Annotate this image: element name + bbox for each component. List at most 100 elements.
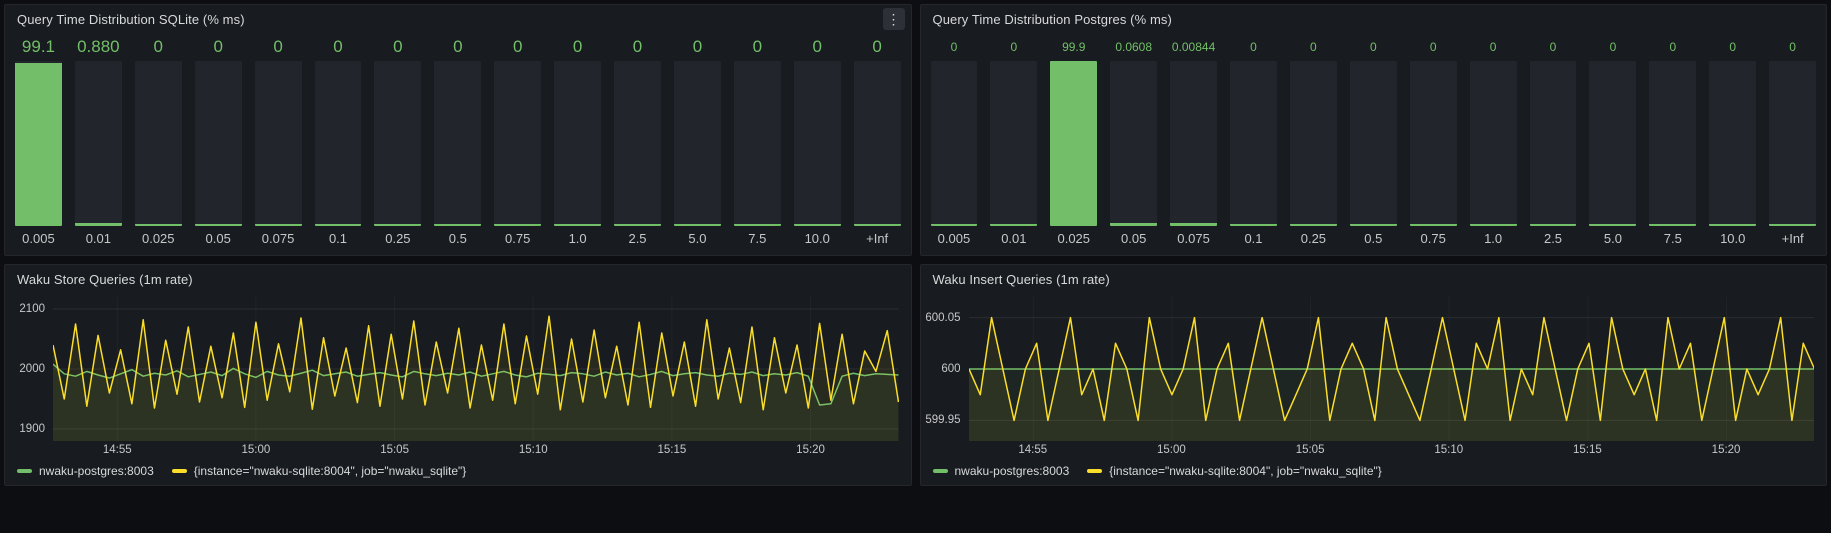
bar [853, 61, 901, 226]
chart-area: 599.95 600 600.05 [921, 293, 1827, 441]
bar [1469, 61, 1517, 226]
bar-bucket-label: 1.0 [1484, 230, 1503, 246]
y-axis-label: 2000 [19, 363, 45, 375]
bar-fill [1110, 223, 1158, 226]
histogram-column: 0 5.0 [673, 33, 721, 250]
grafana-dashboard: Query Time Distribution SQLite (% ms) ⋮ … [4, 4, 1827, 486]
bar-bucket-label: 0.75 [1420, 230, 1446, 246]
x-axis-label: 15:15 [1573, 444, 1602, 456]
plot-region[interactable] [53, 297, 899, 441]
histogram-column: 0 0.75 [1409, 33, 1457, 250]
bar-fill [134, 224, 182, 226]
bar [374, 61, 422, 226]
panel-title[interactable]: Waku Insert Queries (1m rate) [932, 271, 1110, 287]
bar [1349, 61, 1397, 226]
series-color-marker [932, 469, 948, 473]
bar-fill [673, 224, 721, 226]
panel-insert-queries: Waku Insert Queries (1m rate) 599.95 600 6… [919, 264, 1827, 486]
y-axis-label: 2100 [19, 303, 45, 315]
bar-value-label: 0 [1010, 40, 1018, 54]
series-line-1 [969, 318, 1815, 421]
histogram-column: 0 +Inf [853, 33, 901, 250]
bar [434, 61, 482, 226]
bar [673, 61, 721, 226]
panel-title[interactable]: Query Time Distribution SQLite (% ms) [17, 11, 245, 27]
legend-item-sqlite[interactable]: {instance="nwaku-sqlite:8004", job="nwak… [171, 464, 466, 478]
bar-bucket-label: 1.0 [568, 230, 587, 246]
bar-fill [793, 224, 841, 226]
x-axis-label: 14:55 [102, 444, 132, 456]
histogram-column: 0 7.5 [733, 33, 781, 250]
bar [1050, 61, 1098, 226]
bar-bucket-label: 10.0 [804, 230, 830, 246]
series-line-1 [53, 316, 899, 410]
histogram-column: 0.00844 0.075 [1170, 33, 1218, 250]
bar [74, 61, 122, 226]
bar [194, 61, 242, 226]
histogram-column: 0 0.1 [314, 33, 362, 250]
bar-bucket-label: 0.075 [1177, 230, 1210, 246]
histogram-column: 0 2.5 [1529, 33, 1577, 250]
bar-bucket-label: 5.0 [688, 230, 707, 246]
bar-value-label: 0 [1669, 40, 1677, 54]
bar-bucket-label: 0.075 [261, 230, 295, 246]
bar-value-label: 0 [1549, 40, 1557, 54]
bar-fill [930, 224, 978, 226]
bar-fill [1409, 224, 1457, 226]
bar-value-label: 0 [333, 37, 343, 56]
y-axis-label: 599.95 [925, 414, 961, 427]
bar-bucket-label: 0.05 [205, 230, 231, 246]
bar [314, 61, 362, 226]
bar-fill [1289, 224, 1337, 226]
bar-fill [194, 224, 242, 226]
legend-item-sqlite[interactable]: {instance="nwaku-sqlite:8004", job="nwak… [1087, 464, 1382, 478]
bar-value-label: 99.9 [1062, 40, 1086, 54]
bar [1769, 61, 1817, 226]
y-axis: 599.95 600 600.05 [921, 297, 969, 441]
bar-value-label: 0 [1729, 40, 1737, 54]
legend-item-postgres[interactable]: nwaku-postgres:8003 [932, 464, 1069, 478]
bar [1409, 61, 1457, 226]
series-name: {instance="nwaku-sqlite:8004", job="nwak… [1109, 464, 1382, 478]
x-axis-label: 15:20 [1711, 444, 1741, 456]
bar [990, 61, 1038, 226]
legend: nwaku-postgres:8003 {instance="nwaku-sql… [921, 459, 1827, 485]
histogram-column: 0 7.5 [1649, 33, 1697, 250]
bar-value-label: 0 [1310, 40, 1317, 54]
panel-menu-icon[interactable]: ⋮ [882, 8, 905, 30]
bar-bucket-label: 7.5 [748, 230, 767, 246]
bar-value-label: 0 [692, 37, 703, 56]
histogram-column: 0.880 0.01 [74, 33, 122, 250]
bar-bucket-label: 7.5 [1663, 230, 1682, 246]
plot-region[interactable] [968, 297, 1815, 441]
histogram-column: 0 0.25 [374, 33, 422, 250]
x-axis-label: 15:05 [1295, 444, 1325, 456]
bar-fill [1050, 61, 1098, 226]
bar-fill [1769, 224, 1817, 226]
histogram-column: 0 +Inf [1769, 33, 1817, 250]
panel-title[interactable]: Waku Store Queries (1m rate) [17, 271, 193, 287]
bar-fill [554, 224, 602, 226]
bar-value-label: 0 [1489, 40, 1497, 54]
panel-title[interactable]: Query Time Distribution Postgres (% ms) [932, 11, 1172, 27]
bar-fill [314, 224, 362, 226]
panel-query-time-postgres: Query Time Distribution Postgres (% ms) … [919, 4, 1827, 256]
bar-bucket-label: 0.5 [1364, 230, 1383, 246]
panel-header: Waku Store Queries (1m rate) [5, 265, 911, 293]
bar-value-label: 0.00844 [1171, 40, 1216, 54]
bar-bucket-label: 0.025 [1057, 230, 1091, 246]
bar [1230, 61, 1277, 226]
histogram-column: 0 0.75 [494, 33, 542, 250]
legend-item-postgres[interactable]: nwaku-postgres:8003 [17, 464, 154, 478]
series-name: nwaku-postgres:8003 [39, 464, 154, 478]
bar-fill [853, 224, 901, 226]
bar-bucket-label: 0.1 [328, 230, 348, 246]
bar-value-label: 0 [453, 37, 463, 56]
x-axis-label: 15:05 [380, 444, 409, 456]
bar-bucket-label: 5.0 [1603, 230, 1622, 246]
y-axis-label: 1900 [19, 423, 45, 435]
bar-bucket-label: +Inf [1781, 230, 1804, 246]
bar-fill [1170, 223, 1218, 226]
panel-header: Query Time Distribution Postgres (% ms) [921, 5, 1827, 33]
bar [1709, 61, 1757, 226]
